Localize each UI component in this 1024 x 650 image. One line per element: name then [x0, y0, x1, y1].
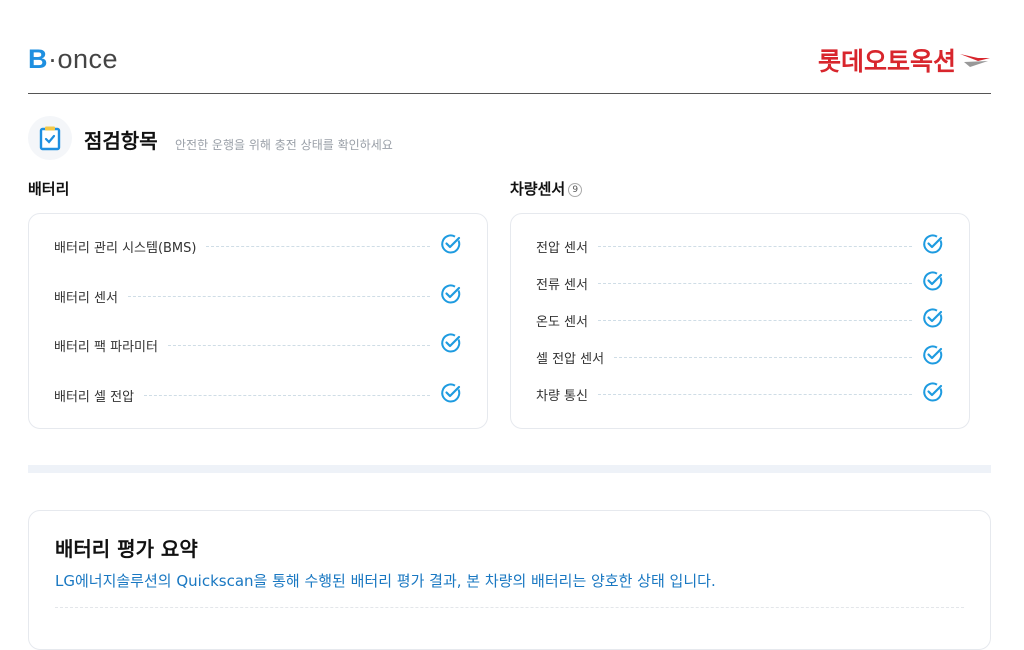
summary-description: LG에너지솔루션의 Quickscan을 통해 수행된 배터리 평가 결과, 본…	[55, 572, 716, 590]
check-item-label: 배터리 셀 전압	[54, 389, 135, 405]
dotted-leader	[597, 245, 912, 247]
check-item: 배터리 센서	[54, 284, 462, 308]
check-circle-icon	[440, 283, 462, 309]
header-divider	[28, 93, 991, 94]
bonce-logo[interactable]: B·once	[28, 44, 119, 74]
check-item-label: 배터리 관리 시스템(BMS)	[54, 240, 197, 256]
check-item-label: 배터리 팩 파라미터	[54, 339, 158, 355]
dotted-leader	[597, 282, 912, 284]
battery-heading: 배터리	[28, 180, 70, 198]
check-item: 차량 통신	[536, 382, 944, 406]
brand-arrow-icon	[960, 54, 990, 67]
check-circle-icon	[922, 344, 944, 370]
check-item-label: 셀 전압 센서	[536, 351, 605, 367]
summary-title: 배터리 평가 요약	[55, 537, 198, 561]
check-circle-icon	[922, 381, 944, 407]
check-item: 배터리 팩 파라미터	[54, 333, 462, 357]
dotted-leader	[597, 319, 912, 321]
check-circle-icon	[440, 382, 462, 408]
lotte-auto-auction-logo: 롯데오토옥션	[818, 42, 990, 78]
check-item: 온도 센서	[536, 308, 944, 332]
section-title: 점검항목	[84, 129, 158, 153]
clipboard-check-icon	[28, 116, 72, 160]
dotted-leader	[144, 394, 430, 396]
battery-summary-card: 배터리 평가 요약 LG에너지솔루션의 Quickscan을 통해 수행된 배터…	[28, 510, 991, 650]
dotted-leader	[206, 245, 430, 247]
check-item: 전압 센서	[536, 234, 944, 258]
dotted-leader	[127, 295, 430, 297]
check-item: 전류 센서	[536, 271, 944, 295]
check-circle-icon	[922, 270, 944, 296]
check-item-label: 온도 센서	[536, 314, 588, 330]
check-circle-icon	[440, 233, 462, 259]
sensor-count-badge: 9	[568, 182, 583, 197]
check-item: 배터리 관리 시스템(BMS)	[54, 234, 462, 258]
dotted-leader	[614, 356, 912, 358]
check-item-label: 차량 통신	[536, 388, 588, 404]
check-item-label: 배터리 센서	[54, 290, 118, 306]
dotted-leader	[167, 344, 430, 346]
section-subtitle: 안전한 운행을 위해 충전 상태를 확인하세요	[175, 138, 393, 152]
summary-divider	[55, 607, 964, 608]
check-item: 셀 전압 센서	[536, 345, 944, 369]
check-circle-icon	[440, 332, 462, 358]
dotted-leader	[597, 393, 912, 395]
check-item: 배터리 셀 전압	[54, 383, 462, 407]
check-circle-icon	[922, 233, 944, 259]
section-separator	[28, 465, 991, 473]
check-circle-icon	[922, 307, 944, 333]
check-item-label: 전류 센서	[536, 277, 588, 293]
check-item-label: 전압 센서	[536, 240, 588, 256]
sensor-heading: 차량센서 9	[510, 178, 583, 199]
